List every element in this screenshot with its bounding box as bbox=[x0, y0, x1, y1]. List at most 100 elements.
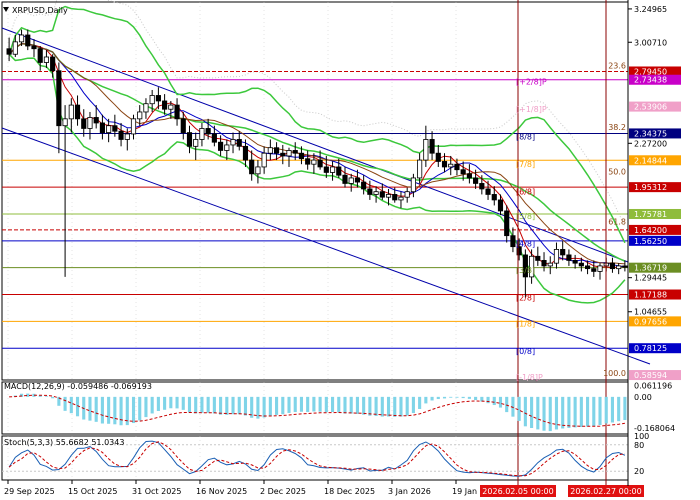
candle[interactable] bbox=[423, 125, 429, 167]
candle[interactable] bbox=[149, 89, 155, 112]
candle[interactable] bbox=[361, 175, 367, 195]
candle[interactable] bbox=[460, 161, 466, 181]
candle[interactable] bbox=[510, 227, 516, 253]
candle[interactable] bbox=[591, 260, 597, 277]
candle[interactable] bbox=[292, 142, 298, 161]
candle[interactable] bbox=[473, 169, 479, 189]
candlesticks[interactable] bbox=[6, 29, 628, 298]
candle[interactable] bbox=[522, 249, 528, 298]
candle[interactable] bbox=[485, 180, 491, 200]
candle[interactable] bbox=[616, 263, 622, 275]
candle[interactable] bbox=[597, 263, 603, 280]
candle[interactable] bbox=[479, 175, 485, 195]
macd-panel[interactable]: 0.061196 0.00 -0.168064 bbox=[9, 381, 675, 433]
candle[interactable] bbox=[373, 186, 379, 203]
candle[interactable] bbox=[404, 187, 410, 203]
candle[interactable] bbox=[553, 242, 560, 269]
candle[interactable] bbox=[62, 105, 68, 277]
candle[interactable] bbox=[348, 173, 354, 192]
candle[interactable] bbox=[242, 139, 249, 167]
candle[interactable] bbox=[311, 153, 317, 174]
candle[interactable] bbox=[74, 95, 81, 126]
candle[interactable] bbox=[560, 241, 566, 261]
candle[interactable] bbox=[454, 158, 460, 176]
candle[interactable] bbox=[429, 131, 435, 161]
candle[interactable] bbox=[516, 238, 522, 261]
candle[interactable] bbox=[186, 125, 193, 154]
candle[interactable] bbox=[448, 155, 454, 176]
candle[interactable] bbox=[547, 256, 553, 275]
candle[interactable] bbox=[137, 105, 143, 126]
candle[interactable] bbox=[529, 249, 535, 284]
candle[interactable] bbox=[118, 122, 124, 147]
candle[interactable] bbox=[441, 153, 448, 173]
candle[interactable] bbox=[50, 54, 56, 78]
candle[interactable] bbox=[354, 169, 361, 188]
candle[interactable] bbox=[273, 142, 280, 161]
candle[interactable] bbox=[205, 118, 211, 140]
candle[interactable] bbox=[68, 98, 74, 133]
candle[interactable] bbox=[435, 144, 441, 167]
candle[interactable] bbox=[392, 187, 398, 203]
candle[interactable] bbox=[466, 164, 472, 184]
candle[interactable] bbox=[56, 62, 62, 154]
candle[interactable] bbox=[497, 194, 504, 216]
candle[interactable] bbox=[398, 191, 404, 209]
candle[interactable] bbox=[491, 186, 497, 206]
candle[interactable] bbox=[236, 131, 242, 151]
candle[interactable] bbox=[280, 144, 286, 165]
candle[interactable] bbox=[261, 146, 267, 174]
candle[interactable] bbox=[18, 29, 25, 46]
candle[interactable] bbox=[106, 118, 112, 143]
candle[interactable] bbox=[323, 155, 329, 178]
candle[interactable] bbox=[255, 160, 261, 184]
candle[interactable] bbox=[174, 98, 180, 126]
candle[interactable] bbox=[609, 257, 616, 273]
candle[interactable] bbox=[566, 249, 572, 266]
candle[interactable] bbox=[37, 45, 43, 71]
candle[interactable] bbox=[130, 114, 137, 140]
candle[interactable] bbox=[193, 132, 199, 161]
candle[interactable] bbox=[93, 105, 99, 129]
candle[interactable] bbox=[6, 37, 12, 62]
candle[interactable] bbox=[218, 135, 224, 156]
candle[interactable] bbox=[249, 150, 255, 181]
candle[interactable] bbox=[155, 87, 161, 110]
candle[interactable] bbox=[622, 260, 628, 272]
candle[interactable] bbox=[267, 139, 273, 161]
candle[interactable] bbox=[329, 161, 336, 181]
candle[interactable] bbox=[298, 146, 305, 165]
candle[interactable] bbox=[367, 180, 373, 200]
candle[interactable] bbox=[336, 158, 342, 178]
candle[interactable] bbox=[286, 147, 292, 167]
candle[interactable] bbox=[417, 153, 423, 184]
candle[interactable] bbox=[31, 39, 37, 57]
candle[interactable] bbox=[81, 109, 87, 137]
candle[interactable] bbox=[199, 122, 205, 147]
candle[interactable] bbox=[180, 111, 186, 140]
candle[interactable] bbox=[99, 114, 105, 140]
candle[interactable] bbox=[211, 125, 217, 147]
candle[interactable] bbox=[342, 166, 348, 188]
candle[interactable] bbox=[572, 254, 578, 269]
candle[interactable] bbox=[385, 188, 392, 206]
candle[interactable] bbox=[87, 111, 93, 140]
candle[interactable] bbox=[168, 100, 174, 119]
candle[interactable] bbox=[124, 128, 130, 151]
candle[interactable] bbox=[25, 29, 31, 51]
candle[interactable] bbox=[143, 98, 149, 119]
candle[interactable] bbox=[162, 94, 168, 115]
candle[interactable] bbox=[535, 246, 541, 266]
candle[interactable] bbox=[43, 50, 50, 68]
candle[interactable] bbox=[317, 150, 323, 170]
candle[interactable] bbox=[305, 150, 311, 170]
candle[interactable] bbox=[410, 173, 416, 198]
candle[interactable] bbox=[578, 257, 584, 272]
candle[interactable] bbox=[584, 260, 591, 275]
candle[interactable] bbox=[224, 139, 230, 161]
candle[interactable] bbox=[504, 205, 510, 243]
candle[interactable] bbox=[112, 114, 118, 137]
